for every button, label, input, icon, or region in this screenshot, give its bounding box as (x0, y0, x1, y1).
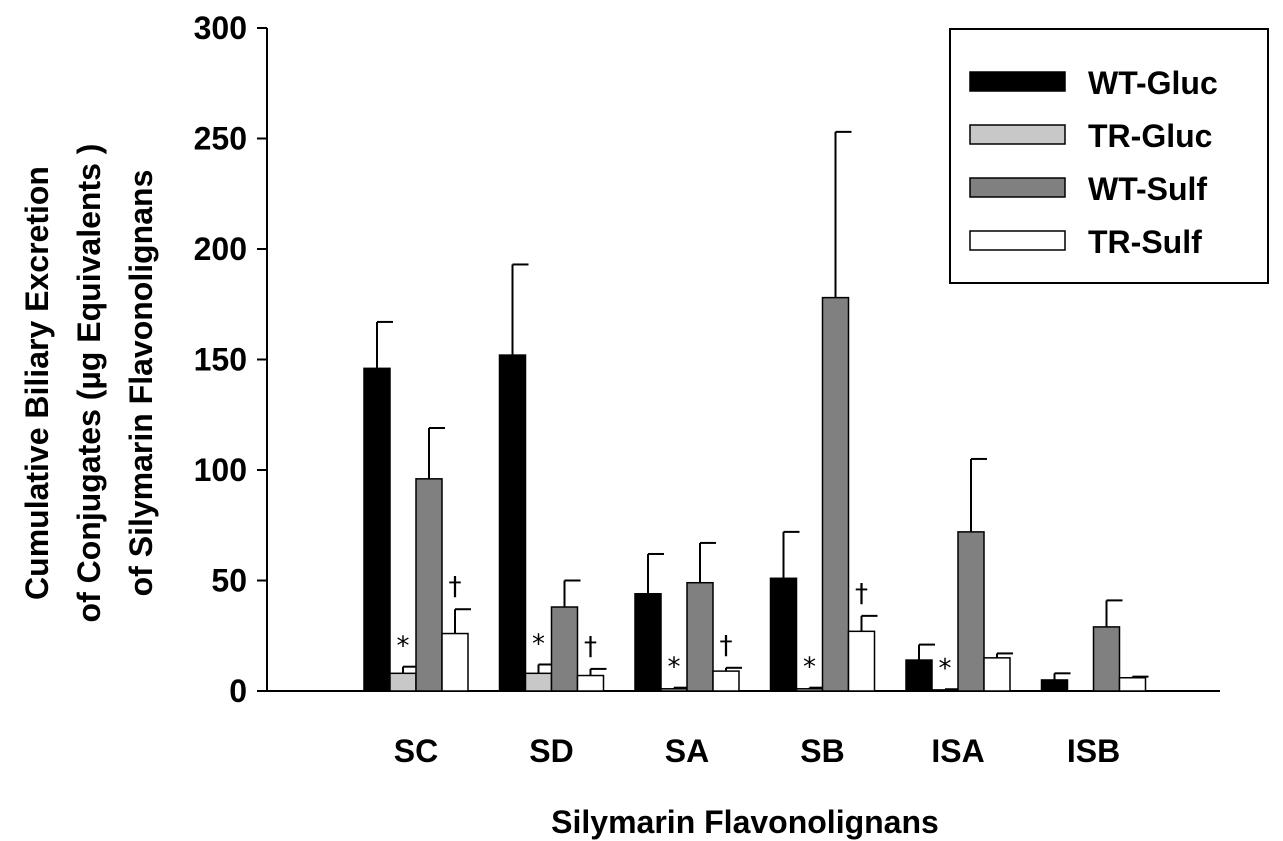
bar-tr-gluc (524, 672, 553, 692)
y-tick-label: 300 (194, 10, 247, 46)
significance-dagger: † (720, 631, 733, 661)
x-category-label: SD (529, 733, 573, 769)
bar-tr-gluc (389, 672, 417, 692)
bar-tr-gluc (795, 688, 824, 692)
bar-wt-sulf (550, 606, 579, 692)
significance-asterisk: * (532, 629, 545, 659)
bar-wt-gluc (363, 367, 391, 692)
significance-asterisk: * (668, 653, 681, 683)
bar-wt-gluc (498, 354, 527, 692)
bar-wt-sulf (821, 296, 850, 692)
y-axis-title-line: Cumulative Biliary Excretion (19, 166, 55, 600)
bar-wt-sulf (1092, 626, 1121, 692)
significance-dagger: † (855, 579, 868, 609)
x-category-label: SC (394, 733, 438, 769)
x-category-label: SA (665, 733, 709, 769)
legend-swatch-wt-gluc (969, 71, 1066, 92)
y-axis-title-line: of Silymarin Flavonolignans (123, 170, 159, 597)
bar-tr-sulf (847, 630, 876, 692)
legend-label: WT-Gluc (1088, 65, 1218, 101)
y-tick-label: 200 (194, 231, 247, 267)
y-tick-label: 150 (194, 342, 247, 378)
significance-asterisk: * (803, 653, 816, 683)
bar-wt-sulf (957, 531, 985, 692)
legend-swatch-tr-sulf (969, 230, 1066, 251)
legend-swatch-tr-gluc (969, 124, 1066, 145)
bar-wt-sulf (686, 581, 714, 692)
bar-tr-sulf (576, 674, 605, 692)
bar-tr-sulf (441, 632, 469, 692)
legend-label: TR-Gluc (1088, 118, 1212, 154)
bar-wt-sulf (415, 478, 443, 692)
legend-label: WT-Sulf (1088, 171, 1207, 207)
x-category-label: SB (800, 733, 844, 769)
x-category-label: ISA (931, 733, 984, 769)
significance-dagger: † (584, 632, 597, 662)
y-tick-label: 0 (229, 673, 247, 709)
bar-tr-gluc (660, 688, 688, 692)
legend-label: TR-Sulf (1088, 224, 1202, 260)
bar-tr-sulf (712, 670, 740, 692)
bar-tr-sulf (1118, 676, 1147, 692)
bar-tr-sulf (983, 657, 1011, 692)
significance-asterisk: * (397, 632, 410, 662)
bar-wt-gluc (769, 577, 798, 692)
x-category-label: ISB (1067, 733, 1120, 769)
bar-wt-gluc (1040, 679, 1069, 692)
significance-dagger: † (449, 572, 462, 602)
bar-wt-gluc (905, 659, 933, 692)
x-axis-title: Silymarin Flavonolignans (551, 804, 939, 840)
y-tick-label: 250 (194, 121, 247, 157)
y-axis-title-line: of Conjugates (µg Equivalents ) (71, 144, 107, 623)
significance-asterisk: * (939, 654, 952, 684)
y-tick-label: 50 (211, 563, 247, 599)
legend-swatch-wt-sulf (969, 177, 1066, 198)
bar-wt-gluc (634, 593, 662, 692)
y-tick-label: 100 (194, 452, 247, 488)
